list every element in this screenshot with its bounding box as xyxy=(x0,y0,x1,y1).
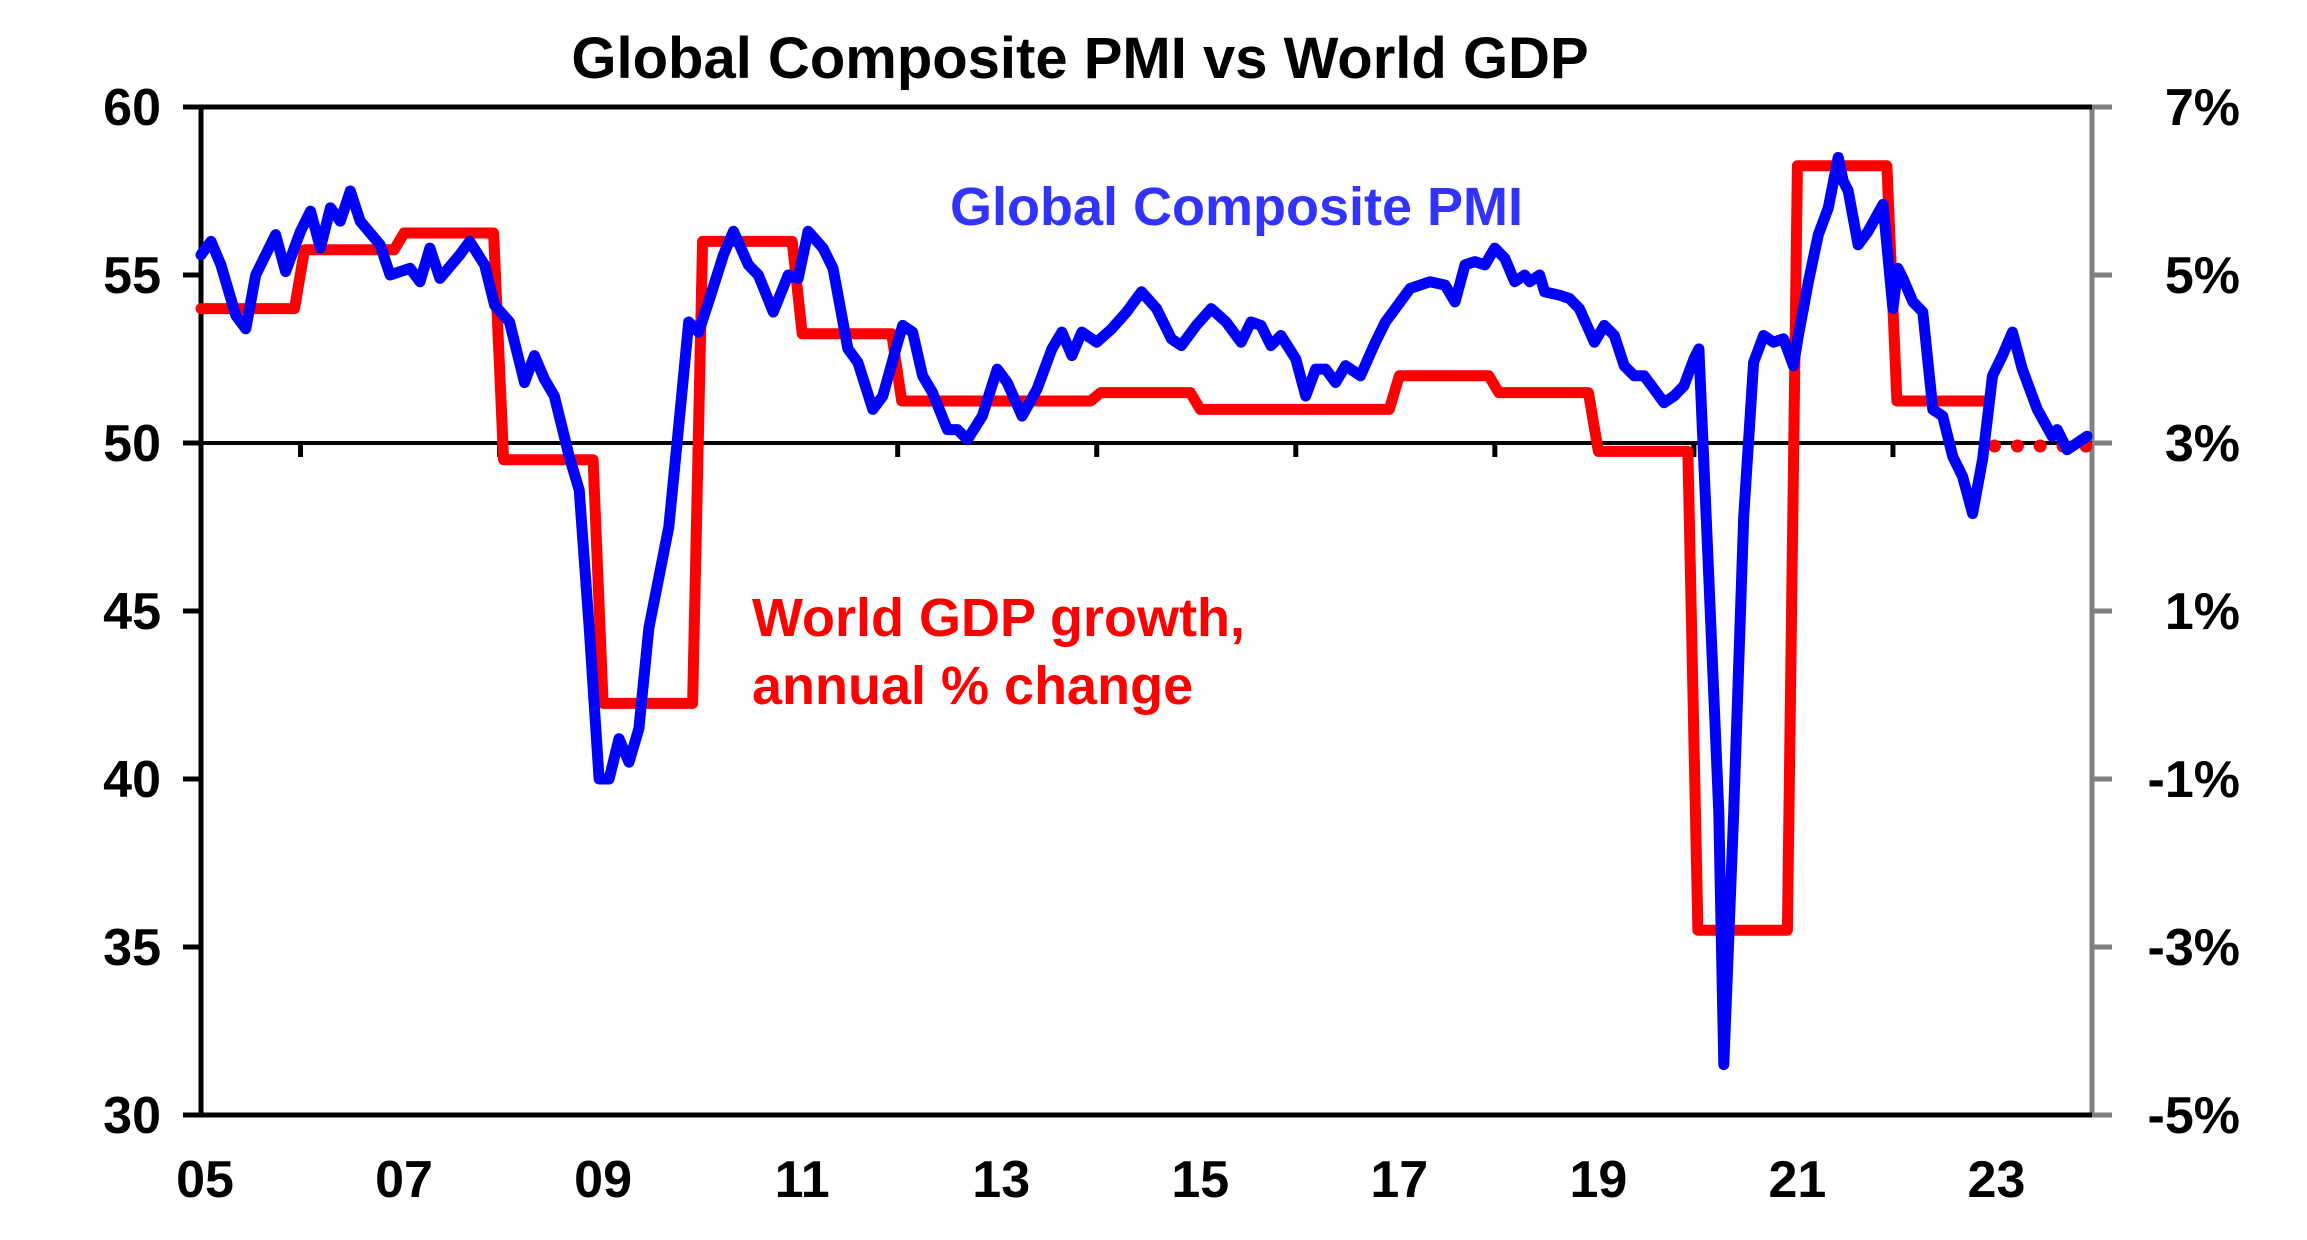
left-y-tick-label: 45 xyxy=(103,583,161,641)
left-y-tick-label: 50 xyxy=(103,415,161,473)
left-y-tick-label: 35 xyxy=(103,919,161,977)
x-tick-label: 23 xyxy=(1968,1151,2026,1209)
gdp-series-label-line2: annual % change xyxy=(752,656,1193,716)
left-y-tick-label: 55 xyxy=(103,247,161,305)
gdp-growth-line xyxy=(195,160,1992,936)
x-tick-label: 15 xyxy=(1171,1151,1229,1209)
tick-labels: 30 35 40 45 50 55 60 -5% -3% -1% 1% 3% 5% 7% 05 07 09 11 1… xyxy=(103,79,2240,1209)
left-y-tick-label: 60 xyxy=(103,79,161,137)
left-y-tick-label: 40 xyxy=(103,751,161,809)
x-tick-label: 13 xyxy=(972,1151,1030,1209)
right-y-tick-label: 5% xyxy=(2165,247,2240,305)
x-tick-label: 17 xyxy=(1370,1151,1428,1209)
x-tick-label: 05 xyxy=(176,1151,234,1209)
chart-title: Global Composite PMI vs World GDP xyxy=(571,26,1588,91)
gdp-forecast-dot xyxy=(2033,439,2047,453)
pmi-line xyxy=(195,151,2093,1071)
left-y-tick-label: 30 xyxy=(103,1087,161,1145)
gdp-series-label-line1: World GDP growth, xyxy=(752,588,1245,648)
x-tick-label: 21 xyxy=(1768,1151,1826,1209)
x-tick-label: 11 xyxy=(775,1151,830,1209)
right-y-tick-label: 1% xyxy=(2165,583,2240,641)
right-y-tick-label: 7% xyxy=(2165,79,2240,137)
right-y-tick-label: -5% xyxy=(2148,1087,2240,1145)
gdp-forecast-dot xyxy=(1988,439,2001,453)
x-tick-label: 07 xyxy=(375,1151,433,1209)
right-y-tick-label: 3% xyxy=(2165,415,2240,473)
gdp-forecast-dot xyxy=(2010,439,2024,453)
pmi-series-label: Global Composite PMI xyxy=(950,177,1523,237)
right-y-tick-label: -1% xyxy=(2148,751,2240,809)
right-y-tick-label: -3% xyxy=(2148,919,2240,977)
x-tick-label: 09 xyxy=(574,1151,632,1209)
x-tick-label: 19 xyxy=(1569,1151,1627,1209)
